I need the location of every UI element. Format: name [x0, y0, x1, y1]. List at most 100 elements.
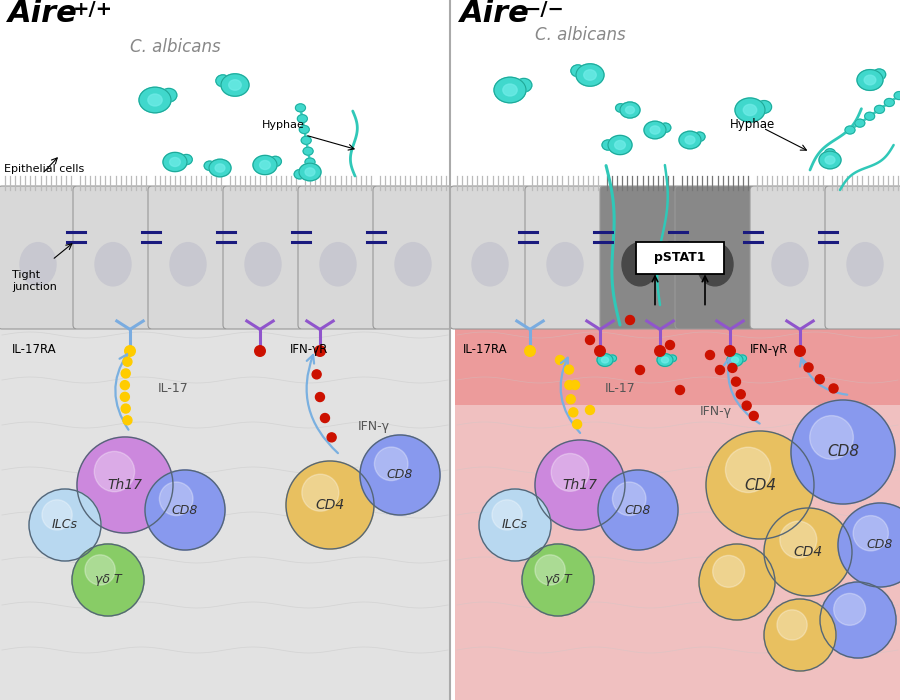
- Circle shape: [286, 461, 374, 549]
- Ellipse shape: [735, 98, 765, 122]
- Circle shape: [85, 555, 115, 585]
- Text: IFN-γR: IFN-γR: [750, 343, 788, 356]
- Ellipse shape: [608, 135, 632, 155]
- Ellipse shape: [694, 132, 705, 141]
- Circle shape: [635, 365, 644, 375]
- Ellipse shape: [269, 156, 282, 167]
- FancyBboxPatch shape: [373, 186, 453, 329]
- Text: IFN-γ: IFN-γ: [700, 405, 732, 418]
- FancyBboxPatch shape: [298, 186, 378, 329]
- Ellipse shape: [875, 106, 885, 113]
- Circle shape: [804, 363, 813, 372]
- Circle shape: [725, 447, 770, 493]
- Ellipse shape: [297, 115, 308, 122]
- Ellipse shape: [547, 243, 583, 286]
- Text: IFN-γ: IFN-γ: [358, 420, 390, 433]
- Circle shape: [555, 356, 564, 365]
- Ellipse shape: [620, 102, 640, 118]
- Circle shape: [535, 555, 565, 585]
- Ellipse shape: [494, 77, 526, 103]
- Ellipse shape: [170, 243, 206, 286]
- Bar: [0, 320, 450, 700]
- Bar: [455, 320, 900, 700]
- Bar: [455, 320, 900, 405]
- Circle shape: [810, 416, 853, 459]
- Circle shape: [569, 408, 578, 416]
- Ellipse shape: [221, 74, 249, 96]
- Circle shape: [525, 346, 535, 356]
- Ellipse shape: [302, 136, 311, 144]
- Circle shape: [724, 346, 735, 356]
- Ellipse shape: [163, 153, 187, 172]
- Ellipse shape: [584, 70, 597, 80]
- Ellipse shape: [516, 78, 532, 92]
- Ellipse shape: [216, 75, 230, 87]
- Ellipse shape: [161, 88, 177, 102]
- Ellipse shape: [855, 119, 865, 127]
- Ellipse shape: [626, 106, 634, 113]
- Circle shape: [42, 500, 72, 530]
- Circle shape: [123, 416, 132, 425]
- Ellipse shape: [660, 123, 670, 132]
- Text: +/+: +/+: [73, 0, 113, 19]
- Circle shape: [791, 400, 895, 504]
- FancyBboxPatch shape: [450, 186, 530, 329]
- Circle shape: [72, 544, 144, 616]
- Text: CD8: CD8: [625, 503, 652, 517]
- Ellipse shape: [253, 155, 277, 174]
- Circle shape: [320, 414, 329, 423]
- Ellipse shape: [204, 161, 215, 170]
- Ellipse shape: [20, 243, 56, 286]
- Circle shape: [750, 412, 759, 421]
- Circle shape: [327, 433, 336, 442]
- Text: CD4: CD4: [744, 477, 776, 493]
- Text: Epithelial cells: Epithelial cells: [4, 164, 85, 174]
- Circle shape: [535, 440, 625, 530]
- FancyBboxPatch shape: [0, 186, 78, 329]
- Circle shape: [742, 401, 752, 410]
- Ellipse shape: [95, 243, 131, 286]
- Ellipse shape: [571, 65, 585, 77]
- Ellipse shape: [669, 355, 677, 362]
- Circle shape: [777, 610, 807, 640]
- Text: IL-17: IL-17: [158, 382, 189, 395]
- Circle shape: [833, 594, 866, 625]
- Circle shape: [838, 503, 900, 587]
- Ellipse shape: [259, 160, 270, 169]
- Ellipse shape: [616, 104, 625, 112]
- Circle shape: [123, 357, 132, 366]
- Circle shape: [795, 346, 806, 356]
- Circle shape: [586, 405, 595, 414]
- Circle shape: [121, 393, 130, 401]
- Text: γδ T: γδ T: [94, 573, 122, 587]
- Text: CD8: CD8: [867, 538, 893, 552]
- Text: CD8: CD8: [172, 503, 198, 517]
- Text: Hyphae: Hyphae: [262, 120, 305, 130]
- Text: Aire: Aire: [8, 0, 77, 28]
- Circle shape: [699, 544, 775, 620]
- Ellipse shape: [685, 136, 695, 144]
- Ellipse shape: [299, 163, 321, 181]
- Ellipse shape: [873, 69, 886, 80]
- Ellipse shape: [697, 243, 733, 286]
- Ellipse shape: [885, 99, 895, 106]
- Circle shape: [665, 340, 674, 349]
- Circle shape: [492, 500, 522, 530]
- Text: ILCs: ILCs: [502, 519, 528, 531]
- Circle shape: [676, 386, 685, 395]
- Circle shape: [145, 470, 225, 550]
- Circle shape: [612, 482, 646, 516]
- Ellipse shape: [215, 164, 225, 172]
- Circle shape: [815, 374, 824, 384]
- Ellipse shape: [772, 243, 808, 286]
- Ellipse shape: [644, 121, 666, 139]
- Ellipse shape: [305, 158, 315, 166]
- FancyBboxPatch shape: [600, 186, 680, 329]
- Text: −/−: −/−: [525, 0, 565, 19]
- Circle shape: [595, 346, 606, 356]
- Text: IL-17RA: IL-17RA: [12, 343, 57, 356]
- Circle shape: [565, 381, 574, 389]
- Circle shape: [829, 384, 838, 393]
- Circle shape: [77, 437, 173, 533]
- Text: IL-17RA: IL-17RA: [463, 343, 508, 356]
